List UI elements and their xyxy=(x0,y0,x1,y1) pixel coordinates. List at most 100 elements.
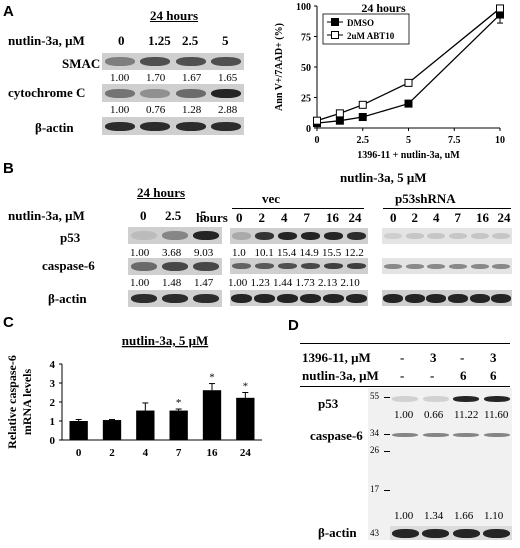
panel-b-left-p53-blot xyxy=(128,227,222,244)
panel-a-actin-blot xyxy=(102,117,244,135)
blot-band xyxy=(301,232,320,240)
blot-band xyxy=(469,293,490,303)
panel-b-casp6-label: caspase-6 xyxy=(42,258,95,273)
vec-p53-quant-3: 14.9 xyxy=(299,247,319,259)
significance-mark: * xyxy=(176,397,182,409)
blot-band xyxy=(278,263,297,269)
blot-band xyxy=(483,433,510,437)
vec-p53-quant-1: 10.1 xyxy=(254,247,274,259)
blot-band xyxy=(405,263,424,269)
data-point xyxy=(404,78,413,87)
panel-a-smac-quant-0: 1.00 xyxy=(110,72,130,84)
blot-band xyxy=(347,232,366,240)
panel-a-conc-label: nutlin-3a, μM xyxy=(8,33,85,48)
panel-a-conc-3: 5 xyxy=(222,33,229,48)
hour-vec-4: 16 xyxy=(326,210,339,225)
y-tick-label: 75 xyxy=(301,33,311,44)
hour-shrna-0: 0 xyxy=(390,210,397,225)
blot-band xyxy=(255,232,274,240)
panel-b-vec-line xyxy=(232,208,364,209)
blot-band xyxy=(346,293,367,303)
hour-vec-5: 24 xyxy=(348,210,362,225)
data-point xyxy=(404,99,413,108)
legend-label: 2uM ABT10 xyxy=(347,31,395,41)
vec-p53-quant-0: 1.0 xyxy=(232,247,246,259)
panel-b-conc-0: 0 xyxy=(140,208,147,223)
blot-band xyxy=(405,233,424,239)
panel-b-hours-label: hours xyxy=(196,210,228,225)
vec-casp6-quant-1: 1.23 xyxy=(250,277,270,289)
panel-d-actin-label: β-actin xyxy=(318,525,357,540)
d-casp6-quant-1: 1.34 xyxy=(424,510,444,522)
panel-d-treat1-label: 1396-11, μM xyxy=(302,350,371,365)
y-tick-label: 100 xyxy=(296,2,311,13)
blot-band xyxy=(448,263,467,269)
panel-a-conc-2: 2.5 xyxy=(182,33,199,48)
blot-band xyxy=(162,262,188,271)
panel-a-cytc-quant-0: 1.00 xyxy=(110,104,130,116)
x-tick-label: 5 xyxy=(406,135,411,146)
legend-marker xyxy=(331,18,339,26)
blot-band xyxy=(453,396,480,402)
panel-d-membrane xyxy=(368,388,512,540)
panel-b-p53-label: p53 xyxy=(60,230,81,245)
blot-band xyxy=(278,232,297,240)
bar xyxy=(136,410,155,440)
panel-b-p53-quant-2: 9.03 xyxy=(194,247,214,259)
x-tick-label: 16 xyxy=(207,447,219,458)
marker-17: 17 xyxy=(370,484,379,494)
blot-band xyxy=(383,233,402,239)
panel-b-group-vec: vec xyxy=(262,191,281,206)
blot-band xyxy=(175,88,206,98)
panel-b-vec-casp6-blot xyxy=(230,258,368,274)
panel-b-actin-label: β-actin xyxy=(48,291,87,306)
blot-band xyxy=(140,57,171,66)
panel-a-cytc-quant-3: 2.88 xyxy=(218,104,238,116)
panel-a-conc-1: 1.25 xyxy=(148,33,171,48)
x-tick-label: 4 xyxy=(143,447,149,458)
treat2-value-1: - xyxy=(430,368,435,383)
panel-b-letter: B xyxy=(3,160,14,177)
panel-a-smac-quant-1: 1.70 xyxy=(146,72,166,84)
x-tick-label: 2.5 xyxy=(357,135,370,146)
bar xyxy=(202,390,222,440)
hour-shrna-5: 24 xyxy=(497,210,511,225)
significance-mark: * xyxy=(209,372,215,384)
hour-vec-1: 2 xyxy=(258,210,266,225)
bar xyxy=(69,421,88,440)
blot-band xyxy=(130,294,157,303)
blot-band xyxy=(140,88,171,98)
vec-casp6-quant-3: 1.73 xyxy=(295,277,315,289)
panel-a-cytc-quant-1: 0.76 xyxy=(146,104,166,116)
blot-band xyxy=(104,121,135,131)
d-p53-quant-3: 11.60 xyxy=(484,409,509,421)
panel-a-smac-quant-3: 1.65 xyxy=(218,72,238,84)
vec-casp6-quant-2: 1.44 xyxy=(273,277,293,289)
blot-band xyxy=(193,294,220,303)
data-point xyxy=(335,116,344,125)
d-p53-quant-1: 0.66 xyxy=(424,409,444,421)
blot-band xyxy=(231,293,252,303)
blot-band xyxy=(448,233,467,239)
panel-a-actin-label: β-actin xyxy=(35,120,74,135)
hour-shrna-1: 2 xyxy=(411,210,419,225)
panel-d-p53-blot xyxy=(390,392,512,406)
treat1-value-0: - xyxy=(400,350,405,365)
line-chart-ylabel: Ann V+/7AAD+ (%) xyxy=(274,23,285,111)
blot-band xyxy=(104,88,135,98)
d-casp6-quant-2: 1.66 xyxy=(454,510,474,522)
panel-b-p53-quant-0: 1.00 xyxy=(130,247,150,259)
panel-a-smac-label: SMAC xyxy=(62,56,101,71)
panel-b-time-header: 24 hours xyxy=(137,185,186,200)
blot-band xyxy=(324,232,343,240)
panel-b-p53-quant-1: 3.68 xyxy=(162,247,182,259)
blot-band xyxy=(162,294,188,303)
x-tick-label: 10 xyxy=(495,135,505,146)
blot-band xyxy=(404,293,425,303)
blot-band xyxy=(422,433,449,437)
legend-label: DMSO xyxy=(347,18,374,28)
bar xyxy=(236,397,255,440)
treat2-value-3: 6 xyxy=(490,368,497,383)
blot-band xyxy=(391,528,419,538)
blot-band xyxy=(483,528,511,538)
